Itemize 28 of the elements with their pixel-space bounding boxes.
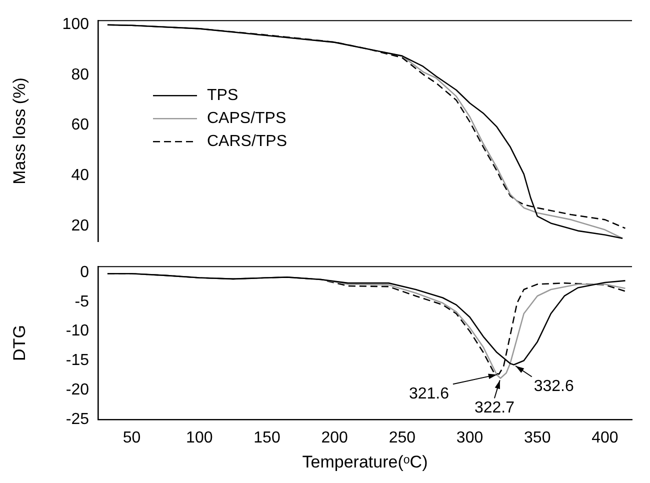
x-tick-label: 50 xyxy=(122,429,141,446)
y-axis-title: Mass loss (%) xyxy=(10,78,29,184)
y-tick-label: 40 xyxy=(71,167,90,184)
annotation: 321.6 xyxy=(408,386,450,403)
y-tick-label: 20 xyxy=(71,218,90,235)
x-tick-label: 150 xyxy=(254,429,280,446)
y-tick-label: 100 xyxy=(62,16,90,33)
x-tick-label: 250 xyxy=(388,429,416,446)
y-axis-title: DTG xyxy=(10,325,29,361)
y-tick-label: -10 xyxy=(66,322,90,340)
y-tick-label: 0 xyxy=(80,264,90,281)
legend-label: CAPS/TPS xyxy=(207,110,286,128)
x-axis-title: Temperature(ᵒC) xyxy=(302,452,428,472)
y-tick-label: 80 xyxy=(71,66,90,84)
x-tick-label: 200 xyxy=(321,429,348,446)
y-tick-label: -20 xyxy=(66,381,90,398)
x-tick-label: 400 xyxy=(592,429,618,446)
legend-label: CARS/TPS xyxy=(207,133,288,150)
legend-label: TPS xyxy=(207,87,238,104)
x-tick-label: 300 xyxy=(456,429,484,446)
x-tick-label: 350 xyxy=(524,429,551,446)
annotation: 322.7 xyxy=(474,400,515,417)
annotation: 332.6 xyxy=(534,378,574,396)
y-tick-label: -5 xyxy=(74,293,90,310)
y-tick-label: 60 xyxy=(71,116,90,134)
x-tick-label: 100 xyxy=(186,429,213,446)
y-tick-label: -15 xyxy=(66,352,90,370)
y-tick-label: -25 xyxy=(66,410,90,428)
